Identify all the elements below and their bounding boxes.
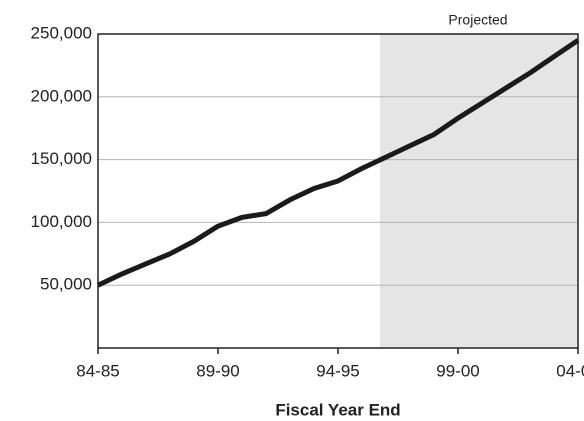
annotation: Projected bbox=[448, 12, 507, 28]
y-tick-label: 200,000 bbox=[31, 86, 92, 105]
x-axis-label: Fiscal Year End bbox=[275, 400, 400, 419]
y-tick-label: 250,000 bbox=[31, 23, 92, 42]
y-tick-label: 100,000 bbox=[31, 212, 92, 231]
y-tick-label: 50,000 bbox=[40, 275, 92, 294]
data-line bbox=[96, 38, 580, 288]
plot-frame bbox=[97, 33, 579, 349]
x-tick-label: 94-95 bbox=[316, 361, 359, 380]
x-tick-label: 04-05 bbox=[556, 361, 584, 380]
x-tick-label: 99-00 bbox=[436, 361, 479, 380]
x-tick-label: 84-85 bbox=[76, 361, 119, 380]
projected-region bbox=[380, 34, 578, 348]
y-tick-label: 150,000 bbox=[31, 149, 92, 168]
x-tick-label: 89-90 bbox=[196, 361, 239, 380]
